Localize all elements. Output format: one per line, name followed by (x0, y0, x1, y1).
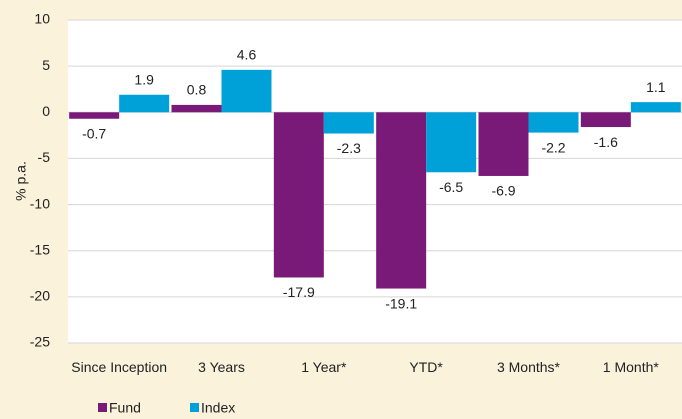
x-tick-label: YTD* (409, 359, 443, 375)
y-tick-label: -15 (30, 241, 50, 257)
value-label: 1.9 (134, 71, 154, 87)
y-tick-label: -25 (30, 334, 50, 350)
bar (528, 112, 579, 133)
bar (376, 112, 427, 289)
x-tick-label: 3 Years (198, 359, 245, 375)
bar (273, 112, 324, 278)
x-tick-label: 3 Months* (496, 359, 561, 375)
value-label: -19.1 (385, 295, 417, 311)
x-tick-label: 1 Month* (602, 359, 659, 375)
value-label: -6.5 (439, 179, 463, 195)
y-tick-label: -5 (38, 149, 51, 165)
legend-swatch (98, 403, 107, 412)
y-tick-label: 5 (42, 57, 50, 73)
bar (171, 104, 222, 113)
bar (580, 112, 631, 128)
value-label: -6.9 (491, 183, 515, 199)
value-label: -2.3 (337, 140, 361, 156)
value-label: -2.2 (541, 139, 565, 155)
bar (119, 94, 170, 113)
legend-label: Index (201, 400, 235, 416)
bar (69, 112, 120, 119)
bar (221, 69, 272, 113)
y-axis-label: % p.a. (13, 161, 29, 201)
x-tick-label: Since Inception (71, 359, 168, 375)
plot-area (68, 20, 682, 343)
y-tick-label: -20 (30, 288, 50, 304)
bar (630, 102, 681, 113)
bar (323, 112, 374, 134)
bar (478, 112, 529, 176)
value-label: -0.7 (82, 125, 106, 141)
bar (426, 112, 477, 173)
value-label: 1.1 (646, 79, 666, 95)
value-label: 0.8 (187, 82, 207, 98)
value-label: -17.9 (283, 284, 315, 300)
legend-swatch (190, 403, 199, 412)
y-tick-label: 10 (34, 11, 50, 27)
y-tick-label: -10 (30, 195, 50, 211)
value-label: -1.6 (594, 134, 618, 150)
value-label: 4.6 (237, 47, 257, 63)
y-tick-label: 0 (42, 103, 50, 119)
x-tick-label: 1 Year* (301, 359, 347, 375)
legend-label: Fund (109, 400, 141, 416)
